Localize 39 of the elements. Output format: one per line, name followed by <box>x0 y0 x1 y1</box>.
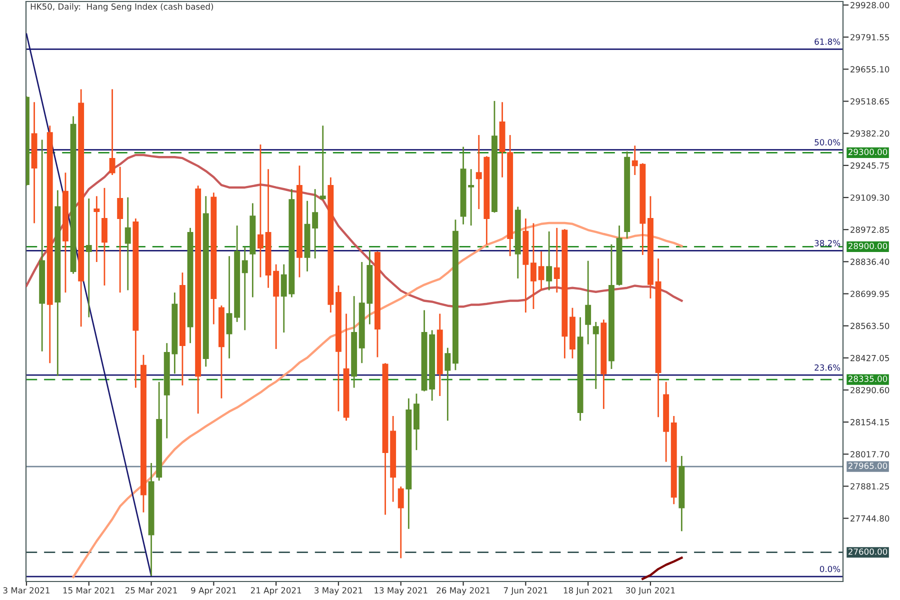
y-tick-label: 28290.60 <box>850 386 890 394</box>
chart-title: HK50, Daily: Hang Seng Index (cash based) <box>30 3 214 12</box>
y-tick-label: 29928.00 <box>850 2 890 8</box>
y-tick-label: 28699.95 <box>850 290 889 298</box>
annotation: 0.0% <box>820 566 840 572</box>
annotation: 50.0% <box>814 139 840 146</box>
y-tick-label: 28427.05 <box>850 354 889 362</box>
ref-line-label: 28900.00 <box>848 242 888 250</box>
x-tick-label: 15 Mar 2021 <box>63 587 115 594</box>
x-tick-label: 7 Jun 2021 <box>504 587 548 596</box>
y-tick-label: 28017.70 <box>850 451 890 458</box>
y-tick-label: 27744.80 <box>850 515 890 522</box>
x-tick-label: 9 Apr 2021 <box>191 587 236 596</box>
y-tick-label: 29655.10 <box>850 66 890 72</box>
x-tick-label: 13 May 2021 <box>374 587 428 596</box>
x-tick-label: 3 May 2021 <box>314 587 362 596</box>
y-tick-label: 29382.20 <box>850 130 890 137</box>
y-tick-label: 28972.85 <box>850 226 889 233</box>
x-tick-label: 30 Jun 2021 <box>626 587 675 596</box>
y-tick-label: 29109.30 <box>850 194 890 201</box>
y-tick-label: 29245.75 <box>850 162 889 169</box>
x-tick-label: 25 Mar 2021 <box>125 587 177 594</box>
ref-line-label: 27600.00 <box>848 548 888 555</box>
annotation: 23.6% <box>814 364 840 371</box>
ref-line-label: 27965.00 <box>848 462 888 469</box>
y-tick-label: 28563.50 <box>850 322 890 330</box>
y-tick-label: 28836.40 <box>850 258 890 265</box>
y-tick-label: 27881.25 <box>850 483 889 490</box>
ref-line-label: 29300.00 <box>848 148 888 156</box>
x-tick-label: 18 Jun 2021 <box>564 587 612 596</box>
y-tick-label: 29518.65 <box>850 98 889 105</box>
x-tick-label: 3 Mar 2021 <box>3 587 50 594</box>
annotation: 61.8% <box>814 38 840 45</box>
x-tick-label: 26 May 2021 <box>436 587 490 596</box>
y-tick-label: 29791.55 <box>850 34 889 40</box>
y-tick-label: 28154.15 <box>850 419 889 426</box>
ref-line-label: 28335.00 <box>848 376 888 382</box>
x-tick-label: 21 Apr 2021 <box>250 587 302 596</box>
annotation: 38.2% <box>814 240 840 246</box>
